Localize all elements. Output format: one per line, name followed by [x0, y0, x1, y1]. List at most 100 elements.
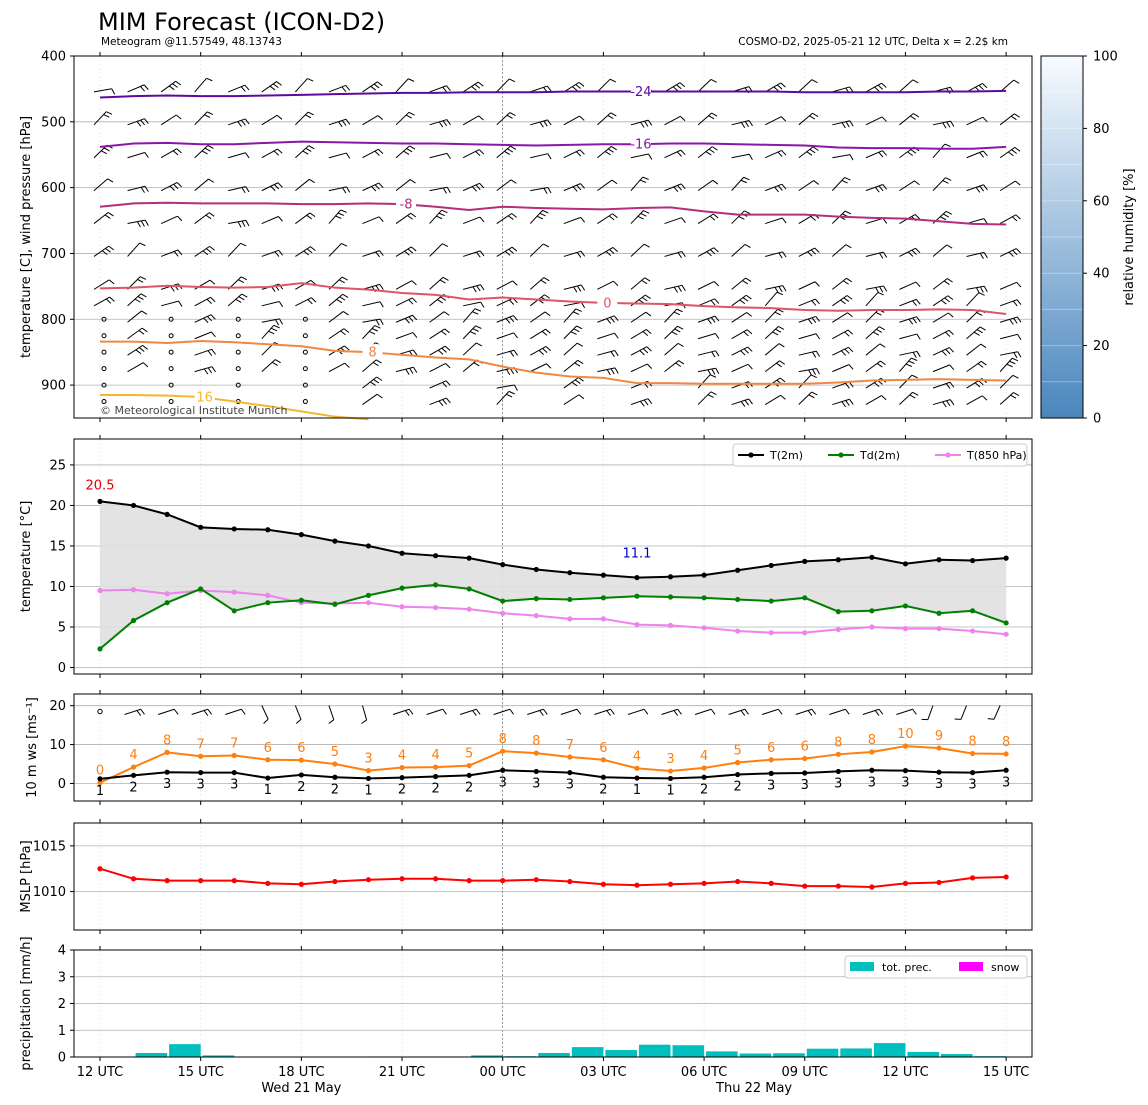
- wind-barb: [127, 185, 149, 193]
- barb-feather: [948, 329, 954, 335]
- barb-feather: [614, 332, 619, 339]
- barb-feather: [611, 179, 618, 185]
- wind-barb: [798, 350, 821, 358]
- barb-feather: [781, 150, 787, 156]
- barb-feather: [844, 348, 850, 354]
- barb-staff: [899, 350, 918, 356]
- barb-staff: [295, 212, 311, 224]
- barb-feather: [409, 145, 416, 150]
- wind-barb: [731, 346, 753, 356]
- barb-feather: [206, 77, 213, 82]
- barb-feather: [478, 115, 484, 121]
- wind-barb: [127, 219, 149, 228]
- barb-feather: [610, 112, 617, 117]
- barb-feather: [642, 331, 649, 337]
- windspeed-value-label: 3: [197, 778, 205, 793]
- wind-barb: [966, 326, 986, 340]
- wind-barb: [496, 349, 519, 357]
- data-point: [265, 757, 271, 763]
- barb-feather: [976, 312, 983, 316]
- legend-label: T(850 hPa): [966, 449, 1027, 462]
- barb-staff: [999, 299, 1018, 307]
- barb-feather: [679, 82, 686, 88]
- barb-feather: [613, 315, 619, 322]
- wind-barb: [362, 115, 384, 126]
- barb-feather: [949, 381, 955, 388]
- gust-value-label: 6: [264, 741, 272, 756]
- barb-staff: [899, 316, 917, 323]
- colorbar-label: relative humidity [%]: [1122, 168, 1137, 305]
- barb-feather: [677, 185, 682, 191]
- x-tick-label: 21 UTC: [379, 1065, 425, 1080]
- wind-barb: [865, 184, 888, 193]
- barb-feather: [781, 217, 787, 224]
- barb-feather: [1017, 334, 1022, 340]
- barb-staff: [261, 182, 279, 192]
- wind-barb: [832, 398, 854, 408]
- barb-staff: [295, 279, 312, 290]
- barb-feather: [844, 331, 850, 337]
- data-point: [768, 630, 774, 636]
- barb-feather: [476, 342, 483, 347]
- data-point: [835, 751, 841, 757]
- barb-feather: [209, 245, 215, 251]
- barb-staff: [999, 392, 1014, 405]
- barb-staff: [194, 366, 213, 373]
- wind-barb: [630, 277, 651, 290]
- barb-feather: [707, 369, 712, 376]
- barb-feather: [974, 382, 981, 388]
- y-tick-label: 400: [41, 50, 66, 65]
- y-tick-label: 10: [49, 580, 66, 595]
- barb-staff: [597, 179, 613, 192]
- barb-staff: [395, 366, 414, 373]
- wind-barb: [127, 84, 149, 93]
- barb-staff: [597, 213, 613, 224]
- precip-bar: [638, 1044, 671, 1057]
- barb-feather: [914, 180, 920, 186]
- barb-feather: [576, 184, 582, 191]
- barb-feather: [707, 318, 712, 325]
- data-point: [1003, 751, 1009, 757]
- barb-feather: [641, 296, 648, 302]
- wind-barb: [328, 328, 350, 340]
- barb-feather: [708, 148, 715, 154]
- barb-staff: [395, 280, 413, 290]
- barb-feather: [710, 300, 716, 306]
- barb-staff: [395, 212, 412, 224]
- barb-staff: [832, 398, 850, 406]
- barb-feather: [443, 311, 450, 316]
- data-point: [902, 561, 909, 567]
- barb-feather: [545, 346, 552, 352]
- barb-feather: [740, 710, 746, 716]
- data-point: [164, 749, 170, 755]
- barb-staff: [999, 357, 1013, 372]
- wind-barb: [798, 79, 818, 93]
- barb-feather: [605, 251, 612, 257]
- wind-barb: [597, 315, 619, 324]
- data-point: [1003, 555, 1009, 561]
- barb-feather: [849, 154, 854, 161]
- wind-barb: [932, 364, 955, 373]
- wind-barb: [529, 277, 550, 290]
- barb-staff: [563, 115, 580, 126]
- barb-feather: [173, 708, 179, 715]
- wind-barb: [362, 359, 382, 373]
- barb-feather: [442, 382, 448, 388]
- barb-staff: [261, 318, 280, 323]
- barb-feather: [677, 252, 682, 259]
- barb-feather: [140, 276, 147, 280]
- barb-staff: [563, 301, 582, 307]
- data-point: [768, 757, 774, 763]
- barb-staff: [960, 705, 968, 720]
- barb-feather: [807, 710, 813, 716]
- barb-staff: [597, 332, 615, 340]
- wind-barb: [496, 246, 518, 257]
- barb-feather: [911, 249, 917, 255]
- surface-wind-barb: [954, 705, 968, 720]
- data-point: [735, 567, 741, 573]
- wind-barb: [832, 120, 854, 129]
- barb-feather: [1006, 363, 1013, 368]
- wind-barb: [496, 112, 516, 126]
- barb-staff: [927, 705, 934, 720]
- barb-feather: [273, 150, 280, 156]
